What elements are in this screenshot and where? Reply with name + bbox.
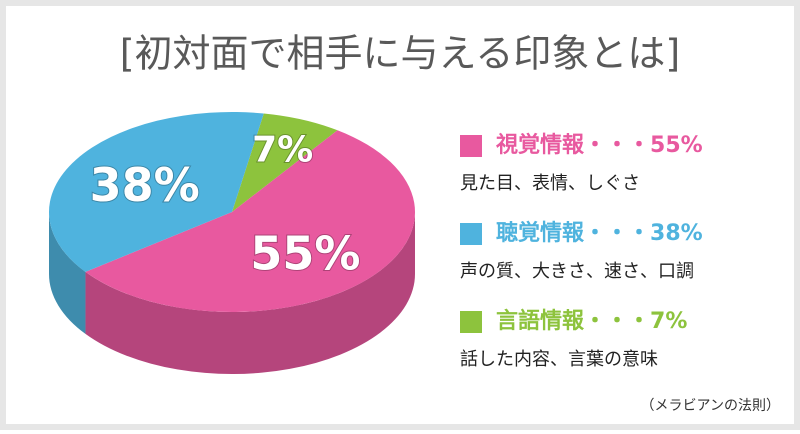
legend-text: 55%	[650, 133, 703, 158]
legend-swatch	[460, 135, 482, 157]
legend-description: 声の質、大きさ、速さ、口調	[460, 261, 694, 282]
data-label: 7%	[252, 130, 313, 171]
slice-side	[49, 212, 86, 334]
slice-side	[85, 212, 415, 374]
legend-text: 38%	[650, 221, 703, 246]
pie: 7% 55% 38%	[48, 111, 415, 374]
legend-label: 視覚情報・・・55%	[496, 132, 703, 158]
legend-text: 視覚情報	[496, 132, 585, 158]
legend-swatch	[460, 311, 482, 333]
chart-title: [初対面で相手に与える印象とは]	[120, 32, 681, 76]
slice	[85, 130, 415, 312]
data-label: 38%	[90, 158, 200, 212]
legend-label: 言語情報・・・7%	[496, 308, 687, 334]
note: （メラビアンの法則）	[641, 398, 780, 414]
data-label: 55%	[250, 227, 360, 281]
slice	[232, 113, 338, 212]
legend-text: 聴覚情報	[496, 220, 585, 246]
legend: 視覚情報・・・55%見た目、表情、しぐさ聴覚情報・・・38%声の質、大きさ、速さ…	[460, 132, 703, 370]
legend-text: 7%	[650, 309, 687, 334]
legend-text: ・・・	[584, 309, 650, 334]
legend-text: ・・・	[584, 133, 650, 158]
legend-swatch	[460, 223, 482, 245]
legend-text: 言語情報	[496, 308, 585, 334]
slice	[48, 111, 264, 272]
legend-description: 見た目、表情、しぐさ	[460, 173, 640, 194]
legend-description: 話した内容、言葉の意味	[460, 349, 658, 370]
legend-text: ・・・	[584, 221, 650, 246]
legend-label: 聴覚情報・・・38%	[496, 220, 703, 246]
